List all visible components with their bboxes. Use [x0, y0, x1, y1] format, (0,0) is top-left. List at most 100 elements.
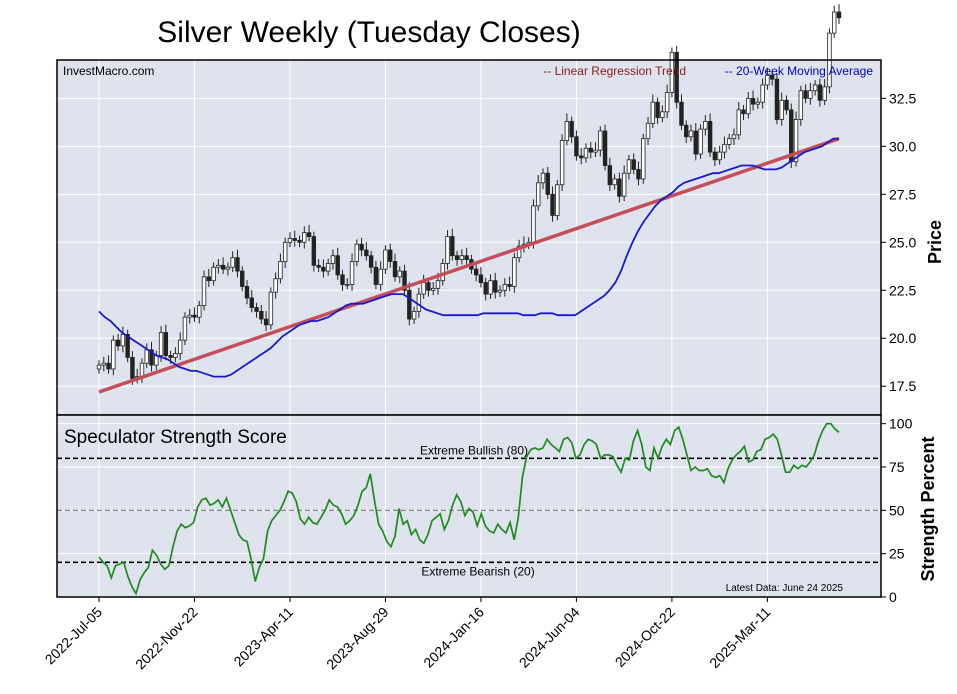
- candle: [411, 306, 417, 324]
- candle: [96, 360, 102, 374]
- candle: [201, 270, 207, 311]
- candle-body: [216, 264, 221, 268]
- candle-body: [340, 274, 345, 285]
- candle: [106, 355, 111, 374]
- candle-body: [631, 159, 636, 170]
- candle-body: [158, 332, 164, 356]
- candle-body: [240, 270, 245, 287]
- candle: [268, 287, 274, 330]
- candle: [502, 278, 508, 297]
- candle: [220, 257, 226, 274]
- candle: [158, 326, 164, 362]
- candle-body: [235, 257, 240, 272]
- strength-reference-lines: [57, 457, 881, 564]
- candle-body: [679, 101, 684, 126]
- candle-body: [574, 136, 579, 157]
- candle-body: [364, 249, 369, 257]
- candle-body: [822, 86, 827, 101]
- candle: [536, 174, 541, 211]
- candle-body: [703, 121, 708, 130]
- candle-body: [660, 111, 665, 118]
- candle-body: [354, 243, 360, 262]
- latest-data-note: Latest Data: June 24 2025: [726, 583, 844, 594]
- candle: [378, 261, 383, 291]
- x-tick-label: 2025-Mar-11: [706, 604, 773, 671]
- price-tick-label: 25.0: [889, 234, 916, 250]
- candle-body: [636, 168, 641, 180]
- candle: [569, 116, 574, 144]
- candle: [679, 94, 684, 131]
- candle-body: [144, 349, 149, 364]
- candle: [211, 262, 216, 286]
- candle-body: [450, 236, 455, 257]
- candle: [359, 237, 364, 257]
- candle: [345, 278, 350, 290]
- candle-body: [602, 130, 608, 166]
- price-panel-background: [57, 60, 881, 415]
- candle-body: [125, 334, 130, 358]
- candle: [163, 324, 169, 361]
- price-tick-label: 27.5: [889, 186, 916, 202]
- candle: [621, 165, 627, 202]
- x-tick-label: 2022-Nov-22: [132, 604, 201, 673]
- candle-body: [559, 140, 565, 186]
- candle: [598, 126, 603, 157]
- candle-body: [297, 239, 302, 243]
- candle-body: [368, 255, 374, 268]
- candle-body: [111, 339, 116, 370]
- candle-body: [531, 205, 536, 243]
- candle-body: [445, 236, 450, 264]
- candle-body: [325, 263, 331, 272]
- candle-body: [426, 282, 431, 291]
- candle-body: [173, 353, 178, 358]
- candle-body: [259, 310, 264, 320]
- strength-tick-label: 50: [889, 502, 905, 518]
- candle-body: [641, 138, 646, 180]
- candle: [631, 153, 636, 175]
- candle-body: [836, 11, 842, 19]
- candle: [235, 249, 240, 278]
- candle-body: [225, 266, 231, 270]
- candle: [731, 128, 737, 146]
- candle-body: [516, 245, 522, 259]
- candle: [187, 308, 192, 324]
- candle: [545, 166, 550, 200]
- candle: [760, 78, 765, 109]
- candle-body: [741, 109, 746, 115]
- candle-body: [120, 334, 126, 347]
- candle: [559, 134, 565, 192]
- candle-body: [760, 84, 765, 103]
- candle-body: [96, 364, 102, 370]
- candle: [340, 270, 345, 291]
- candle: [182, 312, 188, 345]
- x-tick-label: 2024-Jun-04: [516, 604, 583, 671]
- candle: [617, 172, 622, 203]
- candle: [325, 258, 331, 276]
- candle: [688, 124, 694, 142]
- strength-tick-label: 0: [889, 589, 897, 605]
- candle-body: [598, 130, 603, 151]
- candle-body: [536, 182, 541, 207]
- candle-body: [832, 11, 837, 34]
- candle: [216, 258, 221, 274]
- candle: [779, 92, 784, 126]
- candle-body: [569, 121, 574, 138]
- candle: [225, 262, 231, 276]
- candle-body: [755, 101, 761, 105]
- candle-body: [411, 310, 417, 320]
- candle-body: [688, 130, 694, 138]
- candle: [765, 67, 770, 90]
- candle-body: [435, 280, 441, 289]
- candle: [550, 186, 555, 222]
- candle-body: [187, 314, 192, 318]
- candle: [507, 276, 512, 292]
- candle: [349, 253, 355, 291]
- candle: [392, 253, 398, 282]
- candle-body: [612, 178, 617, 186]
- x-tick-label: 2022-Jul-05: [42, 604, 106, 668]
- strength-score-line: [98, 422, 840, 596]
- candle: [602, 124, 608, 171]
- candle: [784, 95, 789, 115]
- candle: [497, 285, 503, 297]
